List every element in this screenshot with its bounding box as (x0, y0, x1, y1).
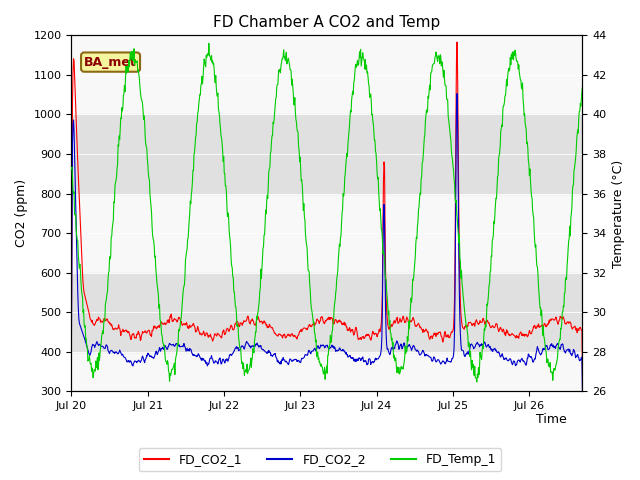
Text: BA_met: BA_met (84, 56, 137, 69)
Bar (72, 114, 582, 193)
X-axis label: Time: Time (536, 413, 567, 426)
Y-axis label: CO2 (ppm): CO2 (ppm) (15, 180, 28, 248)
Bar (72, 273, 582, 352)
Legend: FD_CO2_1, FD_CO2_2, FD_Temp_1: FD_CO2_1, FD_CO2_2, FD_Temp_1 (139, 448, 501, 471)
Y-axis label: Temperature (°C): Temperature (°C) (612, 159, 625, 267)
Title: FD Chamber A CO2 and Temp: FD Chamber A CO2 and Temp (213, 15, 440, 30)
